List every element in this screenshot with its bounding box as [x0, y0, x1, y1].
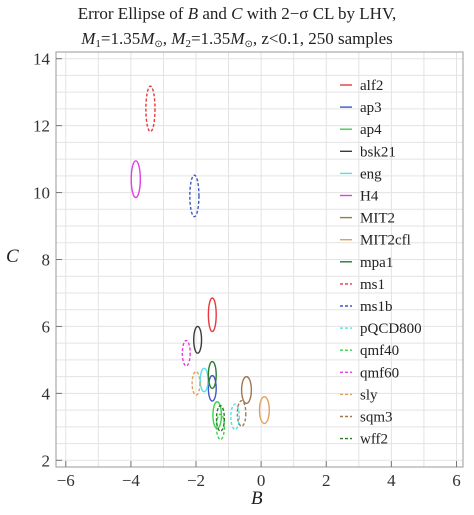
y-tick-label: 6	[42, 317, 51, 336]
x-tick-label: −6	[57, 471, 75, 490]
y-tick-label: 14	[33, 50, 51, 69]
ellipse-alf2	[207, 297, 217, 333]
ellipse-pqcd800	[230, 403, 241, 431]
legend-label-ap4: ap4	[360, 122, 382, 138]
ellipse-h4	[130, 160, 142, 199]
ellipse-mpa1	[207, 360, 217, 390]
legend-label-qmf60: qmf60	[360, 365, 399, 381]
x-axis-label: B	[251, 488, 263, 509]
legend-label-eng: eng	[360, 166, 382, 182]
y-tick-label: 10	[33, 184, 50, 203]
legend-label-alf2: alf2	[360, 78, 383, 94]
legend-label-qmf40: qmf40	[360, 343, 399, 359]
ellipse-qmf60	[181, 339, 191, 367]
ellipse-mit2	[240, 375, 253, 405]
ellipse-ap3	[207, 374, 217, 402]
x-tick-label: 6	[452, 471, 461, 490]
ellipse-eng	[199, 367, 209, 393]
ellipse-ms1b	[189, 174, 200, 218]
ellipse-bsk21	[193, 325, 203, 354]
ellipse-ms1	[145, 85, 156, 133]
y-tick-label: 2	[42, 451, 51, 470]
legend-label-wff2: wff2	[360, 432, 388, 448]
x-tick-label: 2	[322, 471, 331, 490]
legend-label-pqcd800: pQCD800	[360, 321, 422, 337]
legend-label-mpa1: mpa1	[360, 255, 393, 271]
ellipse-sly	[191, 370, 201, 396]
legend-label-sly: sly	[360, 387, 378, 403]
legend-label-h4: H4	[360, 189, 379, 205]
legend-label-ms1b: ms1b	[360, 299, 393, 315]
ellipse-wff2	[215, 405, 226, 432]
x-tick-label: −2	[187, 471, 205, 490]
y-tick-label: 4	[42, 384, 51, 403]
chart-title-line-2: M1=1.35M⊙, M2=1.35M⊙, z<0.1, 250 samples	[81, 29, 393, 50]
legend-label-sqm3: sqm3	[360, 410, 393, 426]
legend-label-mit2: MIT2	[360, 211, 395, 227]
ellipse-qmf40	[215, 413, 226, 441]
legend-label-ap3: ap3	[360, 100, 382, 116]
x-tick-label: 4	[387, 471, 396, 490]
y-axis-label: C	[6, 246, 19, 267]
legend-label-bsk21: bsk21	[360, 144, 396, 160]
ellipse-sqm3	[236, 400, 247, 427]
legend-label-ms1: ms1	[360, 277, 385, 293]
chart-title-line-1: Error Ellipse of B and C with 2−σ CL by …	[77, 4, 397, 23]
ellipse-mit2cfl	[258, 396, 270, 425]
y-tick-label: 12	[33, 117, 50, 136]
y-tick-label: 8	[42, 251, 51, 270]
x-tick-label: −4	[122, 471, 141, 490]
legend-label-mit2cfl: MIT2cfl	[360, 233, 411, 249]
x-tick-label: 0	[257, 471, 266, 490]
